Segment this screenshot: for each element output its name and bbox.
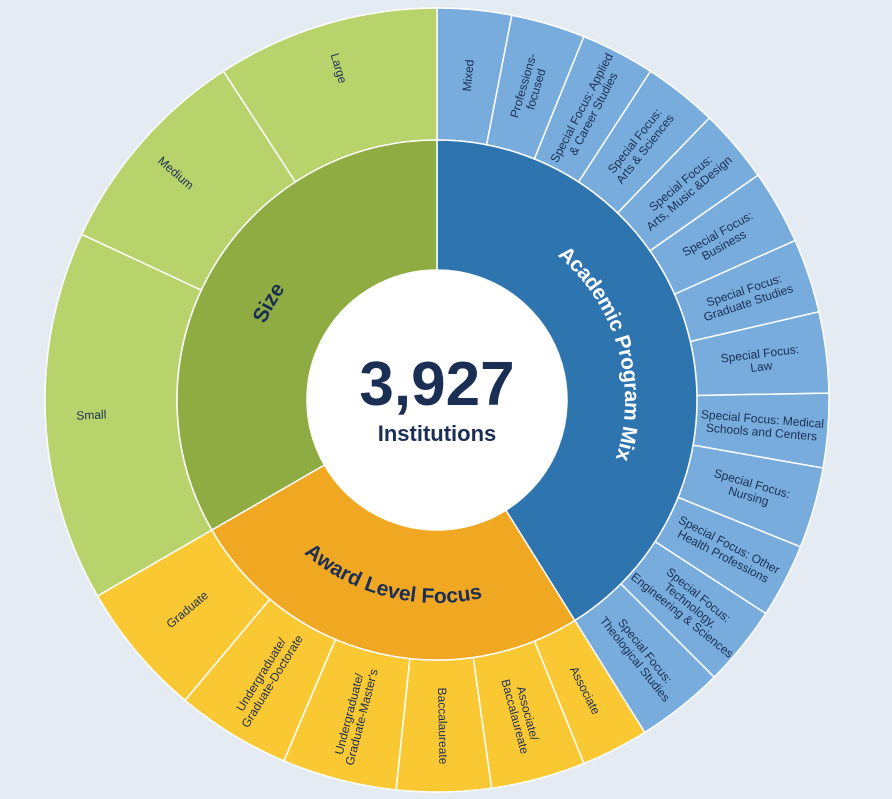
center-circle [307, 270, 567, 530]
center-hub: 3,927 Institutions [307, 270, 567, 530]
mixed-label: Mixed [460, 59, 477, 92]
baccalaureate-label: Baccalaureate [435, 687, 450, 764]
outer-ring: Mixed Professions-focused Special Focus: A… [44, 7, 830, 793]
institution-caption: Institutions [378, 421, 497, 446]
small-label: Small [76, 407, 107, 422]
institution-count: 3,927 [359, 350, 514, 419]
